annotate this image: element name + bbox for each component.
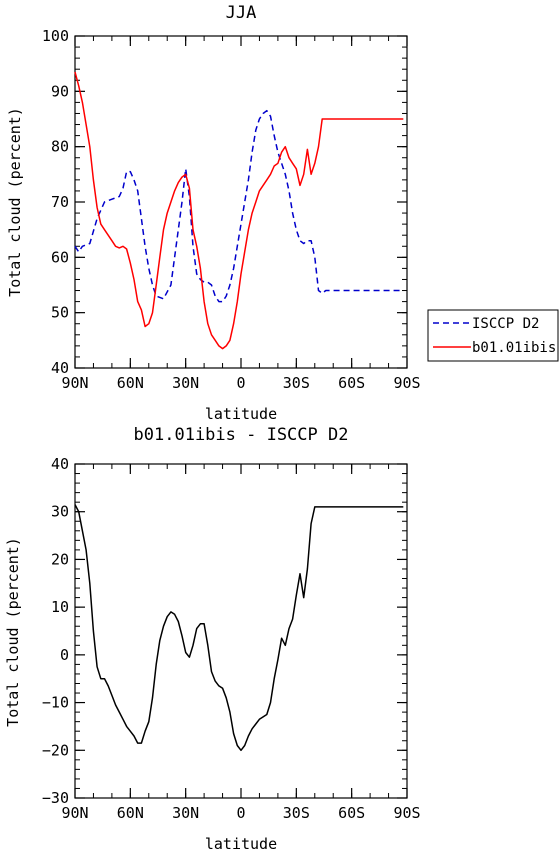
- chart-top-ytick-label: 50: [51, 304, 69, 322]
- chart-bottom-ytick-label: 0: [60, 646, 69, 664]
- chart-bottom-title: b01.01ibis - ISCCP D2: [134, 425, 349, 445]
- chart-bottom-xtick-label: 90S: [393, 804, 420, 822]
- chart-bottom-ytick-label: −30: [42, 789, 69, 807]
- chart-top-series-line-1: [74, 71, 404, 350]
- chart-bottom-xlabel: latitude: [205, 835, 277, 851]
- chart-top-xtick-label: 30N: [172, 374, 199, 392]
- chart-bottom-frame: [74, 463, 408, 799]
- chart-bottom-ytick-label: 30: [51, 503, 69, 521]
- chart-top-frame: [74, 35, 408, 369]
- chart-top-title: JJA: [226, 3, 257, 23]
- legend: ISCCP D2 b01.01ibis: [427, 309, 559, 362]
- legend-label-isccp: ISCCP D2: [472, 316, 539, 332]
- chart-bottom-xtick-label: 60N: [117, 804, 144, 822]
- chart-top-ytick-label: 90: [51, 82, 69, 100]
- chart-top-xtick-label: 90N: [61, 374, 88, 392]
- chart-top-ytick-label: 60: [51, 248, 69, 266]
- chart-bottom-ytick-label: −10: [42, 694, 69, 712]
- chart-bottom-xtick-label: 60S: [338, 804, 365, 822]
- chart-bottom-xtick-label: 30N: [172, 804, 199, 822]
- chart-top-xtick-label: 90S: [393, 374, 420, 392]
- chart-top-xtick-label: 0: [236, 374, 245, 392]
- chart-top-xtick-label: 30S: [283, 374, 310, 392]
- chart-top-ytick-label: 80: [51, 138, 69, 156]
- chart-top-xtick-label: 60S: [338, 374, 365, 392]
- chart-bottom-ylabel: Total cloud (percent): [4, 537, 22, 727]
- chart-bottom-series-line-0: [74, 504, 404, 752]
- legend-box: [427, 309, 559, 362]
- chart-bottom-xtick-label: 30S: [283, 804, 310, 822]
- chart-bottom-ytick-label: 20: [51, 550, 69, 568]
- chart-top: JJA 90N 60N 30N 0 30S 60S 90S 40 50 60 70 80 90 100 l…: [6, 3, 421, 423]
- chart-bottom-ytick-label: −20: [42, 741, 69, 759]
- chart-top-plot-area: 90N 60N 30N 0 30S 60S 90S 40 50 60 70 80 90 100: [42, 27, 421, 392]
- chart-top-ytick-label: 40: [51, 359, 69, 377]
- chart-top-ylabel: Total cloud (percent): [6, 107, 24, 297]
- chart-bottom-plot-area: 90N 60N 30N 0 30S 60S 90S −30 −20 −10 0 10 20 30 40: [42, 455, 421, 822]
- chart-top-ytick-label: 70: [51, 193, 69, 211]
- chart-bottom-xtick-label: 90N: [61, 804, 88, 822]
- chart-bottom-ytick-label: 40: [51, 455, 69, 473]
- chart-top-series-line-0: [74, 109, 404, 303]
- chart-bottom: b01.01ibis - ISCCP D2 90N 60N 30N 0 30S 60S 90…: [4, 425, 421, 851]
- chart-top-ytick-label: 100: [42, 27, 69, 45]
- chart-bottom-xtick-label: 0: [236, 804, 245, 822]
- legend-label-model: b01.01ibis: [472, 340, 556, 356]
- chart-top-xtick-label: 60N: [117, 374, 144, 392]
- chart-bottom-ytick-label: 10: [51, 598, 69, 616]
- chart-top-xlabel: latitude: [205, 405, 277, 423]
